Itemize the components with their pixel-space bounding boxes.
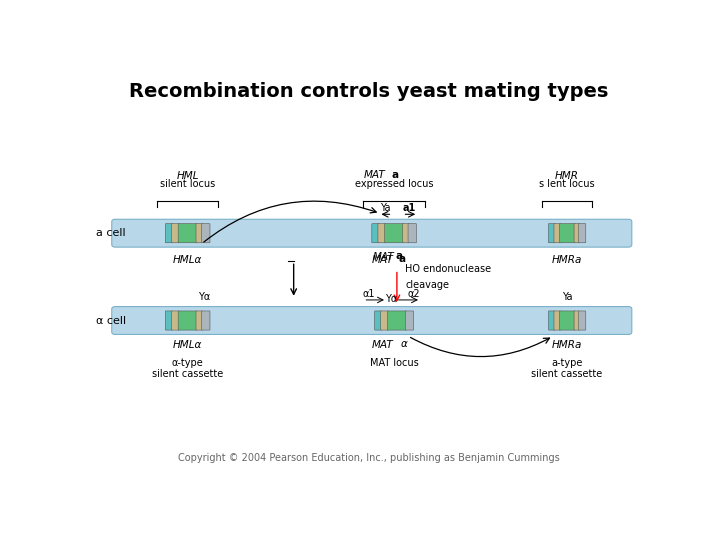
Text: α2: α2 [408, 289, 420, 299]
Text: s lent locus: s lent locus [539, 179, 595, 188]
FancyBboxPatch shape [178, 311, 197, 330]
Text: cleavage: cleavage [405, 280, 449, 290]
FancyBboxPatch shape [196, 224, 203, 243]
FancyBboxPatch shape [549, 311, 555, 330]
Text: HMR: HMR [555, 171, 579, 181]
FancyBboxPatch shape [408, 224, 416, 243]
Text: MAT locus: MAT locus [370, 357, 418, 368]
FancyBboxPatch shape [579, 224, 586, 243]
Text: HO endonuclease: HO endonuclease [405, 264, 491, 274]
Text: α: α [401, 339, 408, 349]
FancyBboxPatch shape [559, 224, 575, 243]
Text: a1: a1 [402, 202, 415, 213]
Text: HMRa: HMRa [552, 255, 582, 265]
Text: α1: α1 [363, 289, 375, 299]
FancyBboxPatch shape [384, 224, 404, 243]
Text: expressed locus: expressed locus [355, 179, 433, 188]
FancyBboxPatch shape [549, 224, 555, 243]
Text: HMLα: HMLα [173, 255, 202, 265]
FancyBboxPatch shape [112, 219, 632, 247]
Text: Ya: Ya [562, 292, 572, 302]
FancyBboxPatch shape [405, 311, 413, 330]
Text: a: a [399, 254, 406, 264]
FancyBboxPatch shape [166, 224, 173, 243]
Text: silent locus: silent locus [160, 179, 215, 188]
FancyBboxPatch shape [171, 311, 179, 330]
Text: HMRa: HMRa [552, 340, 582, 350]
FancyBboxPatch shape [574, 311, 580, 330]
Text: a-type: a-type [552, 357, 582, 368]
FancyBboxPatch shape [372, 224, 379, 243]
Text: HMLα: HMLα [173, 340, 202, 350]
Text: MAT: MAT [372, 340, 394, 350]
FancyBboxPatch shape [166, 311, 173, 330]
Text: Yα: Yα [198, 292, 210, 302]
Text: Recombination controls yeast mating types: Recombination controls yeast mating type… [130, 82, 608, 102]
FancyBboxPatch shape [178, 224, 197, 243]
Text: MAT: MAT [364, 170, 386, 180]
FancyBboxPatch shape [112, 307, 632, 334]
Text: MAT: MAT [372, 255, 394, 265]
Text: HML: HML [176, 171, 199, 181]
FancyBboxPatch shape [387, 311, 406, 330]
FancyBboxPatch shape [196, 311, 203, 330]
Text: silent cassette: silent cassette [531, 368, 603, 379]
Text: Copyright © 2004 Pearson Education, Inc., publishing as Benjamin Cummings: Copyright © 2004 Pearson Education, Inc.… [178, 453, 560, 463]
Text: MAT: MAT [372, 252, 394, 262]
FancyBboxPatch shape [202, 224, 210, 243]
Text: a: a [392, 170, 398, 180]
FancyBboxPatch shape [402, 224, 409, 243]
FancyBboxPatch shape [171, 224, 179, 243]
Text: Yα: Yα [385, 294, 397, 304]
FancyBboxPatch shape [374, 311, 382, 330]
Text: Ya: Ya [380, 202, 391, 213]
FancyBboxPatch shape [554, 311, 561, 330]
FancyBboxPatch shape [579, 311, 586, 330]
FancyBboxPatch shape [554, 224, 561, 243]
FancyBboxPatch shape [202, 311, 210, 330]
Text: silent cassette: silent cassette [152, 368, 223, 379]
Text: a: a [396, 251, 403, 261]
FancyBboxPatch shape [574, 224, 580, 243]
Text: α cell: α cell [96, 315, 126, 326]
FancyBboxPatch shape [559, 311, 575, 330]
FancyBboxPatch shape [378, 224, 386, 243]
Text: α-type: α-type [172, 357, 204, 368]
Text: a cell: a cell [96, 228, 125, 238]
FancyBboxPatch shape [381, 311, 389, 330]
